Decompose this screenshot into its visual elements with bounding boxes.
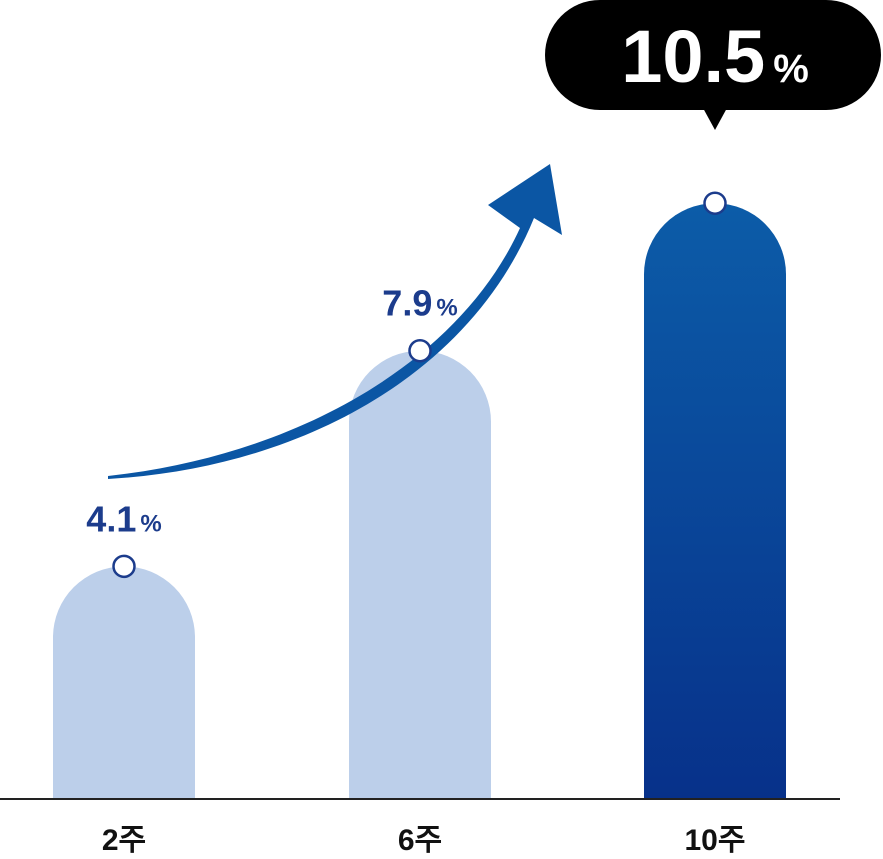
- labels: 2주 4.1 % 6주 7.9 % 10주 10.5%: [86, 0, 881, 857]
- bar-top-marker: [703, 191, 727, 215]
- bars: [53, 203, 786, 799]
- bar-top-marker: [112, 554, 136, 579]
- bar-3: [644, 203, 786, 799]
- x-tick-label: 2주: [102, 824, 146, 857]
- callout-pointer: [703, 108, 727, 130]
- bar-top-marker: [408, 338, 432, 363]
- data-label: 10.5%: [621, 15, 809, 98]
- x-tick-label: 6주: [398, 824, 442, 857]
- trend-arrow-icon: [108, 164, 562, 479]
- data-label: 7.9%: [382, 283, 457, 324]
- bar-2: [349, 350, 491, 799]
- x-tick-label: 10주: [685, 824, 746, 857]
- bar-1: [53, 566, 195, 799]
- callout-bubble: [545, 0, 881, 110]
- data-label: 4.1%: [86, 498, 161, 539]
